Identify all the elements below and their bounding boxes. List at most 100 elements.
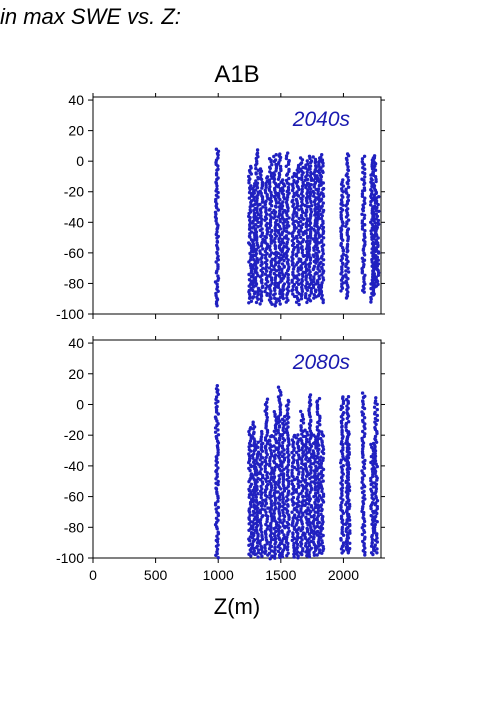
data-point (347, 452, 351, 456)
data-point (304, 474, 309, 478)
data-point (339, 421, 344, 425)
data-point (301, 451, 305, 455)
figure-title: in max SWE vs. Z: (0, 4, 181, 29)
data-point (305, 170, 309, 174)
data-point (344, 269, 348, 273)
data-point (270, 302, 274, 306)
data-point (375, 551, 379, 555)
data-point (321, 161, 325, 165)
data-point (280, 541, 284, 546)
data-point (373, 221, 377, 225)
data-point (296, 472, 301, 476)
data-point (369, 479, 373, 483)
data-point (261, 456, 265, 460)
data-point (215, 527, 219, 531)
data-point (308, 167, 312, 171)
data-point (281, 296, 285, 301)
data-point (214, 553, 218, 557)
data-point (346, 182, 350, 186)
data-point (292, 247, 296, 252)
data-point (285, 226, 289, 230)
data-point (279, 390, 283, 394)
data-point (301, 467, 306, 471)
data-point (269, 448, 273, 453)
data-point (295, 190, 299, 194)
data-point (300, 187, 304, 191)
data-point (360, 486, 364, 490)
data-point (347, 463, 351, 467)
data-point (303, 536, 307, 540)
data-point (297, 448, 301, 453)
data-point (315, 243, 319, 247)
data-point (344, 423, 348, 427)
data-point (259, 263, 263, 268)
data-point (305, 201, 309, 205)
data-point (272, 410, 276, 414)
data-point (286, 455, 290, 459)
data-point (216, 513, 220, 518)
data-point (295, 442, 299, 446)
data-point (291, 503, 295, 507)
data-point (259, 439, 263, 443)
data-point (346, 277, 350, 281)
data-point (284, 164, 288, 168)
data-point (272, 154, 276, 159)
data-point (321, 300, 325, 305)
data-point (214, 260, 218, 264)
data-point (308, 459, 312, 463)
data-point (369, 300, 373, 304)
data-point (263, 253, 268, 257)
data-point (277, 268, 281, 272)
data-point (285, 198, 289, 202)
data-point (294, 254, 299, 258)
data-point (316, 511, 320, 515)
data-point (216, 556, 220, 560)
data-point (299, 235, 303, 240)
data-point (316, 499, 320, 503)
data-point (313, 233, 318, 238)
data-point (278, 292, 282, 296)
data-point (268, 223, 273, 228)
data-point (339, 278, 344, 282)
data-point (269, 190, 273, 195)
data-point (247, 272, 251, 277)
data-point (261, 247, 265, 251)
data-point (371, 293, 375, 297)
data-point (369, 200, 373, 204)
data-point (278, 407, 282, 412)
data-point (311, 267, 315, 272)
data-point (248, 187, 252, 192)
data-point (290, 188, 295, 193)
data-point (370, 184, 374, 189)
data-point (375, 413, 379, 418)
data-point (261, 498, 265, 502)
data-point (260, 432, 264, 436)
data-point (260, 554, 264, 558)
data-point (319, 291, 323, 295)
data-point (299, 491, 303, 495)
data-point (291, 461, 295, 465)
data-point (321, 201, 325, 205)
data-point (216, 499, 220, 503)
data-point (269, 499, 273, 503)
data-point (265, 452, 269, 457)
data-point (214, 271, 219, 275)
data-point (247, 445, 251, 449)
data-point (341, 221, 345, 225)
data-point (375, 418, 380, 422)
data-point (294, 300, 299, 304)
data-point (362, 466, 367, 470)
y-tick-label: -60 (64, 489, 84, 505)
data-point (272, 265, 276, 269)
data-point (304, 483, 309, 488)
data-point (305, 488, 309, 492)
data-point (308, 423, 312, 428)
data-point (360, 507, 365, 511)
data-point (259, 234, 263, 239)
data-point (281, 497, 285, 501)
data-point (360, 490, 365, 495)
data-point (344, 425, 348, 429)
data-point (268, 472, 273, 476)
data-point (297, 208, 301, 212)
data-point (363, 229, 367, 233)
